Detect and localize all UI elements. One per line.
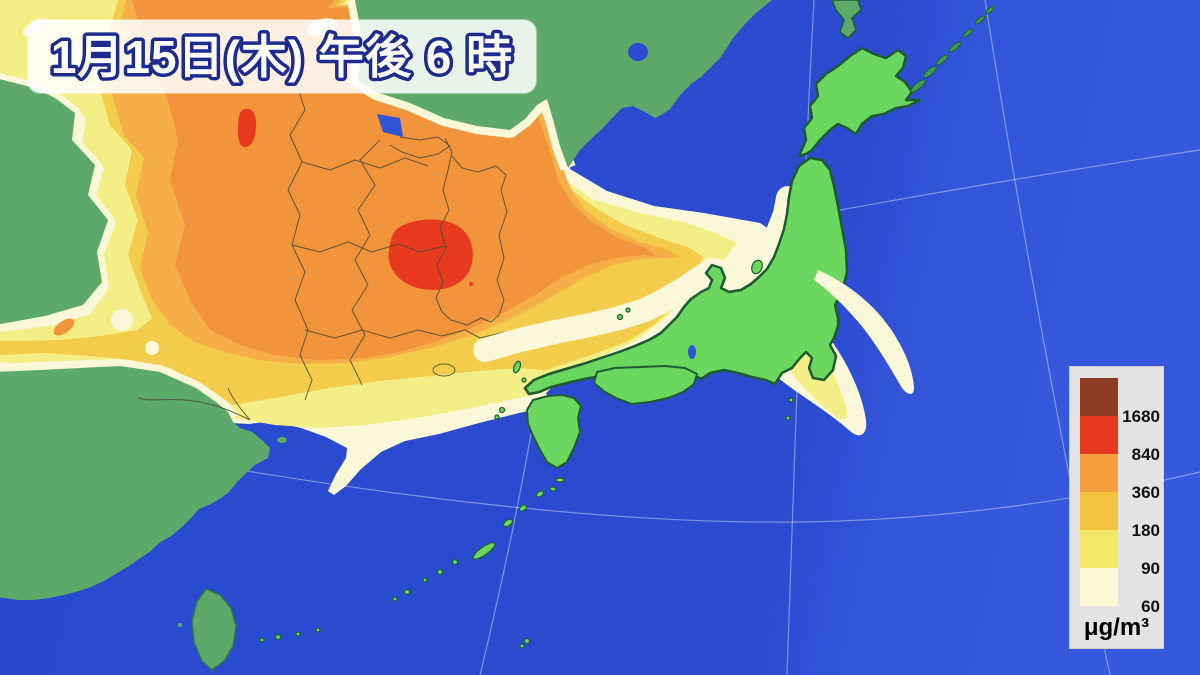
korea-outline	[435, 137, 508, 326]
datetime-text: 1月15日(木) 午後 6 時	[51, 31, 513, 83]
land-inner-china-block	[0, 79, 108, 325]
legend-swatch-90	[1080, 530, 1118, 568]
pollution-core-840	[237, 108, 473, 290]
land-shikoku	[593, 365, 698, 405]
land-kyushu	[526, 394, 582, 469]
legend-label-90: 90	[1141, 559, 1160, 578]
legend-swatch-360	[1080, 454, 1118, 492]
offshore-haze-crescent	[814, 270, 914, 394]
legend-swatch-1680	[1080, 378, 1118, 416]
zhoushan-islet	[277, 437, 287, 443]
datetime-banner: 1月15日(木) 午後 6 時	[28, 20, 536, 93]
legend-unit: μg/m³	[1083, 614, 1150, 641]
land-hokkaido	[797, 46, 922, 158]
legend-swatch-180	[1080, 492, 1118, 530]
legend-label-180: 180	[1131, 521, 1160, 540]
land-sakhalin	[831, 0, 862, 39]
legend-label-840: 840	[1131, 445, 1160, 464]
kuril-islands	[910, 5, 995, 93]
fringe-southeast-china	[0, 359, 238, 422]
lake-khanka	[628, 43, 648, 61]
datetime-banner-text-svg: 1月15日(木) 午後 6 時	[47, 28, 515, 87]
concentration-legend: 1680 840 360 180 90 60 μg/m³	[1070, 367, 1163, 648]
small-islands	[494, 259, 794, 492]
legend-label-1680: 1680	[1122, 407, 1160, 426]
border-lines	[137, 84, 508, 421]
penghu-islet	[178, 623, 182, 627]
jeju-outline	[432, 363, 456, 377]
bohai-gulf	[377, 114, 403, 137]
land-southeast-china	[0, 366, 270, 600]
japan	[259, 0, 995, 649]
legend-label-360: 360	[1131, 483, 1160, 502]
land-taiwan	[191, 588, 237, 671]
legend-swatch-60	[1080, 568, 1118, 606]
ryukyu-islands	[259, 490, 545, 649]
legend-swatch-840	[1080, 416, 1118, 454]
legend-label-60: 60	[1141, 597, 1160, 616]
coastal-haze-strip	[473, 186, 800, 362]
lake-biwa	[688, 345, 696, 359]
